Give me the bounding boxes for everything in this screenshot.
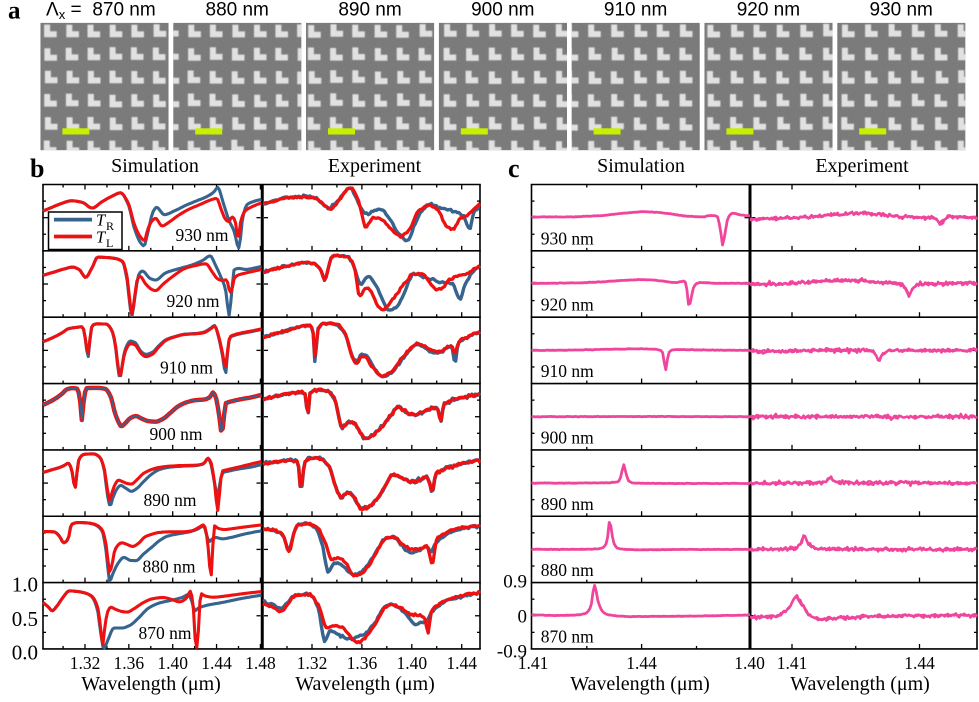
svg-text:1.36: 1.36: [347, 653, 378, 673]
svg-text:900 nm: 900 nm: [150, 424, 203, 444]
svg-text:Experiment: Experiment: [815, 155, 909, 177]
svg-text:Experiment: Experiment: [328, 155, 422, 177]
svg-text:920 nm: 920 nm: [737, 0, 800, 21]
svg-text:1.44: 1.44: [446, 653, 477, 673]
svg-text:900 nm: 900 nm: [541, 427, 594, 447]
svg-text:900 nm: 900 nm: [471, 0, 534, 21]
svg-text:920 nm: 920 nm: [541, 295, 594, 315]
svg-text:1.40: 1.40: [734, 653, 765, 673]
svg-text:1.48: 1.48: [245, 653, 276, 673]
svg-text:-0.9: -0.9: [497, 642, 527, 663]
svg-text:870 nm: 870 nm: [541, 626, 594, 646]
svg-text:Wavelength (μm): Wavelength (μm): [570, 673, 710, 695]
svg-text:1.44: 1.44: [626, 653, 657, 673]
svg-text:1.44: 1.44: [201, 653, 232, 673]
svg-text:880 nm: 880 nm: [541, 560, 594, 580]
svg-text:Wavelength (μm): Wavelength (μm): [295, 673, 435, 695]
svg-text:890 nm: 890 nm: [144, 490, 197, 510]
svg-text:0.0: 0.0: [12, 640, 38, 664]
svg-text:880 nm: 880 nm: [143, 557, 196, 577]
svg-text:930 nm: 930 nm: [176, 225, 229, 245]
svg-text:870 nm: 870 nm: [92, 0, 155, 21]
svg-text:930 nm: 930 nm: [541, 228, 594, 248]
svg-text:L: L: [106, 236, 113, 250]
svg-text:1.41: 1.41: [518, 653, 549, 673]
svg-text:1.40: 1.40: [157, 653, 188, 673]
svg-text:1.44: 1.44: [904, 653, 935, 673]
svg-text:Simulation: Simulation: [111, 155, 199, 177]
svg-text:a: a: [8, 0, 21, 25]
svg-text:R: R: [106, 219, 114, 233]
svg-text:0.9: 0.9: [503, 572, 527, 593]
svg-text:Wavelength (μm): Wavelength (μm): [790, 673, 930, 695]
svg-text:890 nm: 890 nm: [541, 494, 594, 514]
svg-text:910 nm: 910 nm: [541, 361, 594, 381]
svg-text:1.41: 1.41: [777, 653, 808, 673]
svg-text:890 nm: 890 nm: [338, 0, 401, 21]
svg-text:910 nm: 910 nm: [604, 0, 667, 21]
svg-text:Wavelength (μm): Wavelength (μm): [81, 673, 221, 695]
svg-text:0: 0: [518, 607, 528, 628]
svg-text:1.36: 1.36: [113, 653, 144, 673]
svg-text:T: T: [96, 211, 107, 230]
svg-text:1.40: 1.40: [396, 653, 427, 673]
svg-text:0.5: 0.5: [12, 607, 38, 631]
svg-text:920 nm: 920 nm: [167, 291, 220, 311]
svg-text:b: b: [30, 154, 44, 183]
svg-text:880 nm: 880 nm: [206, 0, 269, 21]
svg-text:1.0: 1.0: [12, 573, 38, 597]
svg-text:Simulation: Simulation: [597, 155, 685, 177]
svg-text:1.32: 1.32: [297, 653, 328, 673]
svg-text:1.32: 1.32: [70, 653, 101, 673]
svg-text:910 nm: 910 nm: [160, 358, 213, 378]
svg-text:870 nm: 870 nm: [139, 623, 192, 643]
svg-text:Λx =: Λx =: [46, 0, 82, 22]
svg-text:c: c: [508, 154, 520, 183]
svg-text:T: T: [96, 228, 107, 247]
svg-text:930 nm: 930 nm: [870, 0, 933, 21]
